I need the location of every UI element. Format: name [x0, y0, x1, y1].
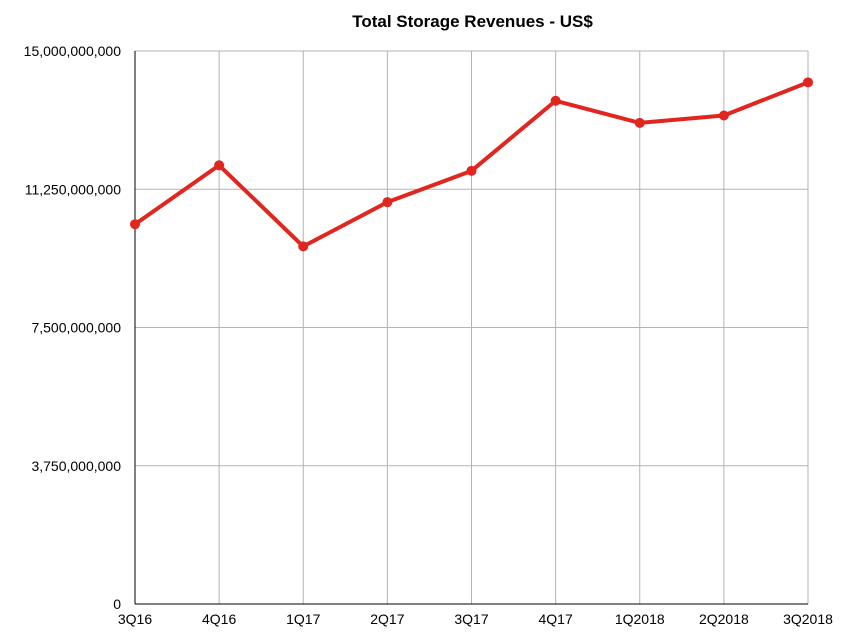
data-point: [466, 165, 477, 176]
y-tick-label: 0: [113, 596, 121, 612]
y-tick-label: 3,750,000,000: [31, 458, 121, 474]
data-point: [214, 160, 225, 171]
data-point: [634, 117, 645, 128]
y-tick-label: 7,500,000,000: [31, 320, 121, 336]
y-tick-label: 11,250,000,000: [25, 181, 121, 197]
x-tick-label: 4Q16: [202, 611, 236, 627]
data-point: [130, 219, 140, 230]
x-tick-label: 4Q17: [539, 611, 573, 627]
x-tick-label: 1Q17: [286, 611, 320, 627]
data-point: [382, 197, 393, 208]
x-tick-label: 3Q16: [118, 611, 152, 627]
x-tick-label: 1Q2018: [615, 611, 665, 627]
data-point: [718, 110, 729, 121]
chart-title: Total Storage Revenues - US$: [352, 12, 593, 31]
x-tick-label: 3Q17: [454, 611, 488, 627]
x-tick-label: 3Q2018: [783, 611, 833, 627]
x-tick-label: 2Q17: [370, 611, 404, 627]
y-tick-label: 15,000,000,000: [24, 43, 122, 59]
data-point: [550, 95, 561, 106]
data-point: [803, 77, 813, 88]
x-tick-label: 2Q2018: [699, 611, 749, 627]
data-point: [298, 241, 309, 252]
